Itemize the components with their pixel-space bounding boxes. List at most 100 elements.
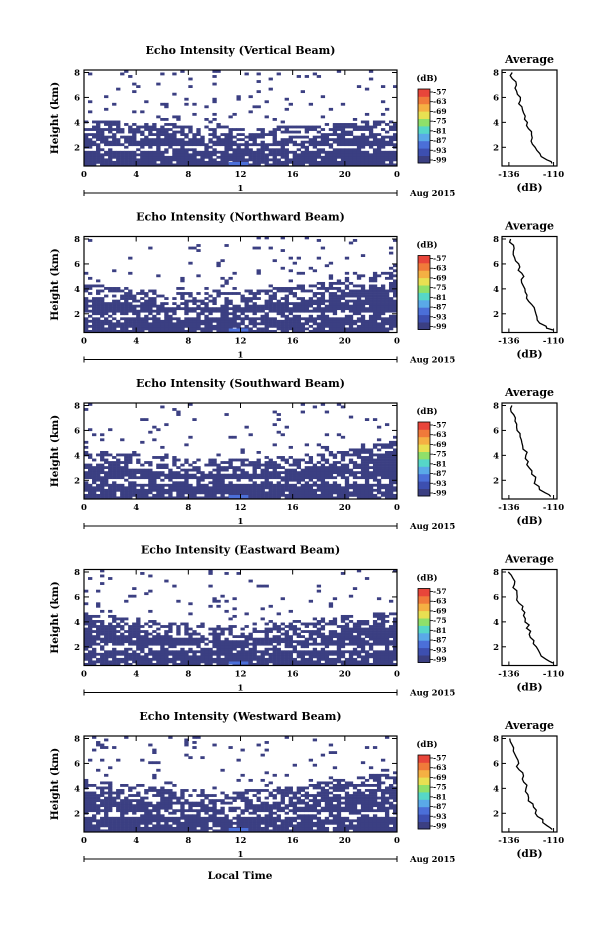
heatmap-cell <box>312 299 318 303</box>
heatmap-cell <box>112 140 117 144</box>
heatmap-cell <box>84 317 89 321</box>
heatmap-cell <box>116 622 121 626</box>
heatmap-cell <box>144 100 149 104</box>
profile-y-tick-label: 2 <box>493 310 499 320</box>
heatmap-cell <box>128 150 133 154</box>
heatmap-cell <box>100 569 105 573</box>
heatmap-cell <box>184 163 189 167</box>
heatmap-cell <box>156 637 161 641</box>
heatmap-cell <box>104 799 109 802</box>
heatmap-cell <box>160 118 165 121</box>
heatmap-cell <box>356 153 362 157</box>
heatmap-cell <box>228 140 233 144</box>
heatmap-cell <box>284 163 289 167</box>
heatmap-cell <box>360 299 366 303</box>
heatmap-cell <box>140 662 145 666</box>
heatmap-cell <box>312 650 318 654</box>
heatmap-cell <box>380 120 386 124</box>
heatmap-cell <box>132 650 137 654</box>
heatmap-cell <box>128 319 133 323</box>
heatmap-cell <box>128 809 133 813</box>
heatmap-cell <box>160 158 165 162</box>
heatmap-cell <box>176 138 181 142</box>
heatmap-cell <box>300 150 305 154</box>
heatmap-cell <box>104 95 109 99</box>
heatmap-cell <box>204 322 209 326</box>
heatmap-cell <box>156 642 161 646</box>
heatmap-cell <box>296 307 301 311</box>
heatmap-cell <box>260 158 265 162</box>
heatmap-cell <box>332 163 338 167</box>
heatmap-cell <box>364 307 370 311</box>
heatmap-cell <box>96 468 101 472</box>
heatmap-cell <box>108 577 113 580</box>
heatmap-cell <box>316 130 322 134</box>
heatmap-cell <box>160 640 165 644</box>
heatmap-cell <box>304 236 310 240</box>
heatmap-cell <box>136 163 141 167</box>
heatmap-cell <box>108 781 113 785</box>
heatmap-cell <box>364 577 370 580</box>
heatmap-cell <box>112 456 117 459</box>
heatmap-cell <box>100 463 105 467</box>
heatmap-cell <box>256 458 261 462</box>
heatmap-cell <box>388 135 394 139</box>
heatmap-cell <box>144 491 149 495</box>
heatmap-cell <box>144 655 149 659</box>
heatmap-cell <box>276 630 281 633</box>
heatmap-cell <box>384 458 390 462</box>
heatmap-cell <box>88 826 93 830</box>
heatmap-cell <box>312 72 318 76</box>
heatmap-cell <box>244 135 249 139</box>
heatmap-cell <box>264 491 269 495</box>
heatmap-cell <box>360 274 366 278</box>
heatmap-cell <box>112 662 117 666</box>
heatmap-cell <box>264 640 269 644</box>
heatmap-cell <box>372 635 378 639</box>
heatmap-cell <box>116 302 121 306</box>
heatmap-cell <box>148 491 153 495</box>
heatmap-cell <box>176 625 181 628</box>
heatmap-cell <box>288 324 293 328</box>
heatmap-cell <box>100 657 105 661</box>
heatmap-cell <box>100 821 105 825</box>
heatmap-cell <box>180 140 185 144</box>
heatmap-cell <box>116 637 121 641</box>
heatmap-cell <box>372 125 378 129</box>
colorbar-segment <box>418 429 430 438</box>
heatmap-cell <box>228 632 233 636</box>
heatmap-cell <box>136 319 141 323</box>
heatmap-cell <box>308 466 314 469</box>
heatmap-cell <box>112 655 117 659</box>
heatmap-cell <box>188 158 193 162</box>
profile-x-tick-label: -110 <box>543 503 564 513</box>
heatmap-cell <box>96 128 101 131</box>
heatmap-cell <box>276 430 281 434</box>
heatmap-cell <box>256 329 261 333</box>
colorbar-tick-label: -99 <box>433 655 447 664</box>
heatmap-cell <box>120 302 125 306</box>
heatmap-cell <box>140 304 145 308</box>
heatmap-cell <box>380 612 386 616</box>
heatmap-cell <box>156 662 161 666</box>
heatmap-cell <box>352 292 358 295</box>
heatmap-cell <box>356 150 362 154</box>
heatmap-cell <box>172 458 177 462</box>
heatmap-cell <box>148 312 153 316</box>
heatmap-cell <box>272 640 277 644</box>
heatmap-cell <box>84 163 89 167</box>
heatmap-cell <box>328 274 334 278</box>
heatmap-cell <box>292 630 297 633</box>
heatmap-cell <box>112 801 117 805</box>
heatmap-cell <box>88 314 93 318</box>
heatmap-cell <box>180 279 185 283</box>
heatmap-cell <box>392 314 398 318</box>
heatmap-cell <box>96 312 101 316</box>
heatmap-cell <box>320 456 326 459</box>
heatmap-cell <box>172 125 177 129</box>
heatmap-cell <box>324 650 330 654</box>
heatmap-cell <box>236 486 241 490</box>
heatmap-cell <box>356 292 362 295</box>
heatmap-cell <box>300 287 305 290</box>
heatmap-cell <box>212 118 217 121</box>
